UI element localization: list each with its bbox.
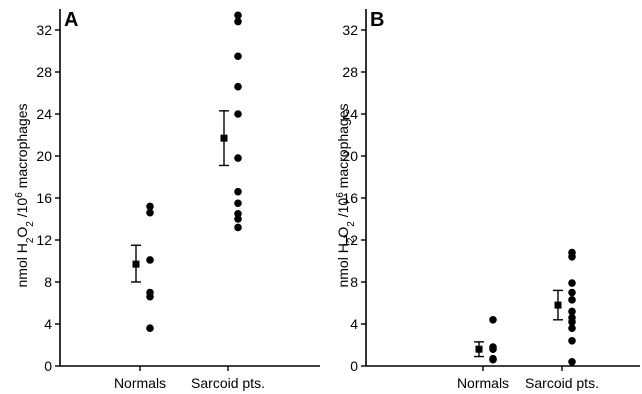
data-point [568,279,576,287]
y-tick-label: 12 [342,232,358,248]
y-tick-label: 0 [350,358,358,374]
panel-b: 0 4 8 12 16 20 24 28 32 Normals Sarcoid pts. Bnmol … [335,9,640,391]
data-point [234,52,242,61]
data-point [489,316,497,324]
data-point [146,208,154,217]
data-point [234,154,242,162]
mean-marker [132,260,140,268]
y-tick-label: 4 [44,316,52,332]
y-tick-label: 24 [36,106,52,122]
y-axis-label: nmol H2O2 /106 macrophages [14,103,36,287]
data-point [568,337,576,345]
panel-a: 0 4 8 12 16 20 24 28 32 Normals Sarcoid pts. Anmol … [14,9,320,391]
category-label: Normals [114,375,166,391]
y-tick-label: 24 [342,106,358,122]
panel-label: B [370,9,384,31]
data-point [489,345,497,354]
category-label: Sarcoid pts. [525,375,599,391]
data-point [146,292,154,301]
data-point [234,199,242,208]
data-point [146,202,154,211]
mean-marker [220,134,228,142]
data-point [146,324,154,333]
data-point [568,296,576,304]
data-point [568,358,576,366]
data-point [234,209,242,218]
data-point [234,82,242,91]
data-point [568,307,576,316]
data-point [234,11,242,20]
y-tick-label: 20 [36,148,52,164]
y-tick-label: 16 [36,190,52,206]
mean-marker [475,345,483,353]
data-point [568,318,576,326]
mean-marker [554,301,562,309]
data-point [568,288,576,297]
y-tick-label: 20 [342,148,358,164]
panel-label: A [64,9,78,31]
data-point [146,256,154,264]
data-point [568,324,576,333]
y-tick-label: 28 [36,64,52,80]
data-point [234,215,242,223]
data-point [568,252,576,261]
data-point [234,187,242,196]
y-axis-label: nmol H2O2 /106 macrophages [335,103,357,287]
y-tick-label: 32 [342,22,358,38]
y-tick-label: 28 [342,64,358,80]
data-point [234,110,242,118]
data-point [489,355,497,364]
y-tick-label: 8 [350,274,358,290]
y-tick-label: 8 [44,274,52,290]
y-tick-label: 16 [342,190,358,206]
data-point [234,223,242,232]
y-tick-label: 32 [36,22,52,38]
y-tick-label: 4 [350,316,358,332]
data-point [234,17,242,26]
y-tick-label: 12 [36,232,52,248]
y-tick-label: 0 [44,358,52,374]
category-label: Normals [457,375,509,391]
category-label: Sarcoid pts. [191,375,265,391]
